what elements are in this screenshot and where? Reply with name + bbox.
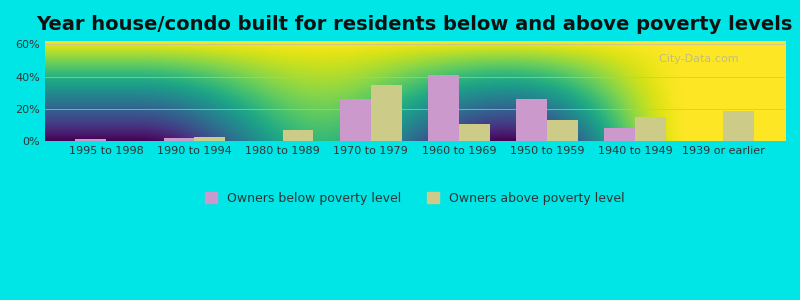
Bar [370, 85, 402, 142]
Bar [194, 137, 226, 142]
Text: City-Data.com: City-Data.com [652, 54, 738, 64]
Bar [164, 138, 194, 142]
Bar [340, 99, 370, 142]
Bar [75, 139, 106, 142]
Bar [282, 130, 314, 142]
Title: Year house/condo built for residents below and above poverty levels: Year house/condo built for residents bel… [37, 15, 793, 34]
Bar [428, 75, 459, 142]
Bar [604, 128, 635, 142]
Bar [459, 124, 490, 142]
Bar [723, 111, 754, 142]
Bar [106, 141, 137, 142]
Bar [547, 120, 578, 142]
Bar [635, 117, 666, 142]
Bar [516, 99, 547, 142]
Legend: Owners below poverty level, Owners above poverty level: Owners below poverty level, Owners above… [198, 186, 631, 212]
